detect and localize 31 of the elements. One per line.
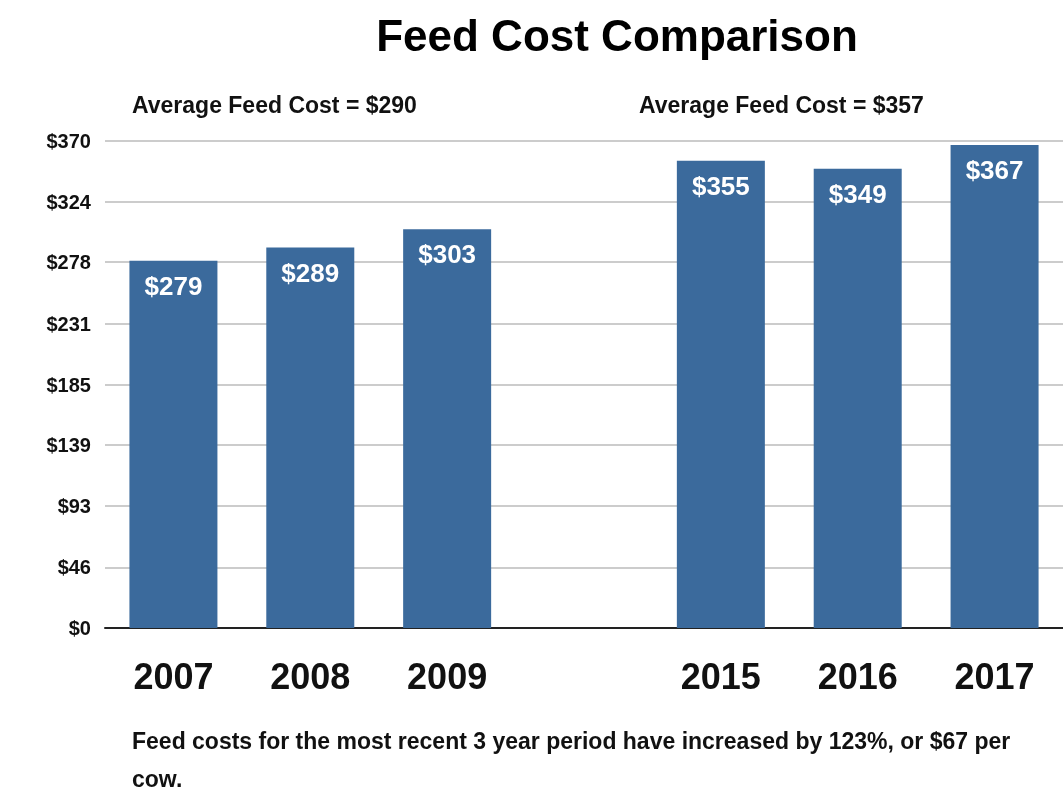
text: Feed costs for the most recent 3 year period have increased by 123%, or $67 per cow. <box>132 728 1017 791</box>
bar <box>266 247 355 628</box>
x-tick-label: 2017 <box>954 655 1035 697</box>
text: Average Feed Cost = $357 <box>639 92 924 118</box>
y-tick-label: $370 <box>46 130 91 152</box>
y-tick-label: $93 <box>57 494 91 517</box>
data-label: $349 <box>828 178 887 209</box>
x-tick-label: 2016 <box>817 655 898 697</box>
data-label: $303 <box>418 239 477 270</box>
y-tick-label: $46 <box>57 556 91 579</box>
x-tick-label: 2009 <box>407 655 488 697</box>
y-tick-label: $231 <box>46 312 91 335</box>
x-tick-label: 2007 <box>133 655 214 697</box>
bar <box>813 168 902 628</box>
data-label: $289 <box>281 257 340 288</box>
y-tick-label: $185 <box>46 373 91 396</box>
bar <box>950 144 1039 628</box>
y-tick-label: $0 <box>68 617 91 639</box>
x-tick-label: 2008 <box>270 655 351 697</box>
bar <box>676 160 765 628</box>
data-label: $355 <box>691 170 750 201</box>
data-label: $367 <box>965 154 1024 185</box>
data-label: $279 <box>144 270 203 301</box>
bar <box>403 229 492 628</box>
chart-title: Feed Cost Comparison <box>376 10 858 60</box>
y-tick-label: $278 <box>46 251 91 274</box>
y-tick-label: $139 <box>46 434 91 457</box>
text: Average Feed Cost = $290 <box>132 92 417 118</box>
x-tick-label: 2015 <box>680 655 761 697</box>
bar <box>129 260 218 628</box>
y-tick-label: $324 <box>46 190 92 213</box>
